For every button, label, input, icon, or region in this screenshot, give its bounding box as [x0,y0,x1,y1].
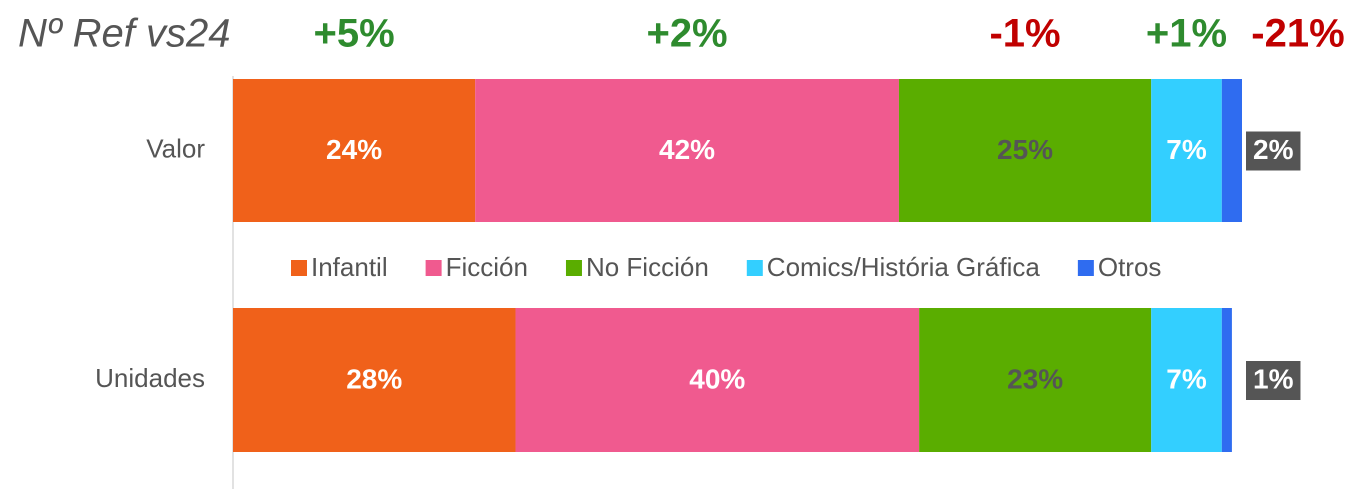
value-label-box [1246,131,1301,171]
value-label: 2% [1253,134,1294,165]
change-label: +1% [1146,12,1227,56]
category-label: Valor [146,133,205,163]
bar-segment [515,308,920,452]
change-label: +2% [646,12,727,56]
change-label: -1% [989,12,1060,56]
legend-label: Infantil [311,252,388,282]
legend-label: Otros [1098,252,1162,282]
legend-label: Comics/História Gráfica [767,252,1041,282]
bar-segment [233,79,476,222]
legend-swatch [1077,260,1094,276]
change-label: +5% [313,12,394,56]
bar-segment [1221,308,1232,452]
value-label: 25% [997,134,1053,165]
value-label: 24% [326,134,382,165]
value-label-box [1246,361,1301,400]
bar-segment [1221,79,1242,222]
bar-segment [919,308,1152,452]
category-label: Unidades [95,363,205,393]
value-label: 7% [1166,134,1207,165]
value-label: 40% [689,363,745,394]
legend-swatch [565,260,582,276]
value-label: 23% [1007,363,1063,394]
legend-swatch [746,260,763,276]
change-label: -21% [1251,12,1344,56]
value-label: 28% [346,363,402,394]
legend-swatch [425,260,442,276]
bar-segment [475,79,899,222]
value-label: 1% [1253,363,1294,394]
bar-segment [233,308,516,452]
chart-title: Nº Ref vs24 [18,12,230,56]
legend-label: Ficción [446,252,528,282]
bar-segment [1151,308,1222,452]
legend-label: No Ficción [586,252,709,282]
bar-segment [898,79,1152,222]
value-label: 7% [1166,363,1207,394]
value-label: 42% [659,134,715,165]
legend-swatch [291,260,307,276]
bar-segment [1151,79,1222,222]
